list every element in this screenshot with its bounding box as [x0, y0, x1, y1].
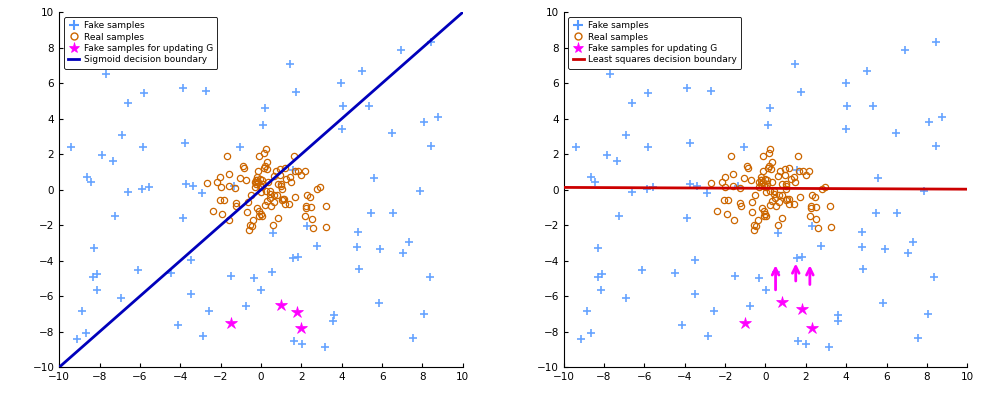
- Legend: Fake samples, Real samples, Fake samples for updating G, Sigmoid decision bounda: Fake samples, Real samples, Fake samples…: [64, 17, 217, 69]
- Legend: Fake samples, Real samples, Fake samples for updating G, Least squares decision : Fake samples, Real samples, Fake samples…: [568, 17, 740, 69]
